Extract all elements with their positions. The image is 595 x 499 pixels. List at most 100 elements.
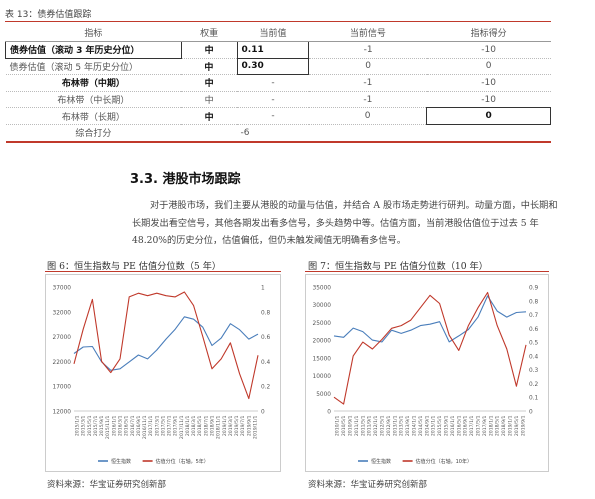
x-tick-label: 2015/5/1	[437, 415, 443, 436]
table-row: 债券估值（滚动 5 年历史分位） 中 0.30 0 0	[5, 57, 551, 76]
x-tick-label: 2014/9/1	[424, 415, 430, 436]
x-tick-label: 2016/5/1	[124, 415, 130, 436]
x-tick-label: 2012/9/1	[386, 415, 392, 436]
y-tick-label: 30000	[313, 303, 332, 309]
y2-tick-label: 0.4	[529, 354, 539, 360]
figure-7-chart: 0 5000 10000 15000 20000 25000 30000 35000 0 0.1 0…	[313, 286, 539, 466]
x-tick-label: 2016/1/1	[450, 415, 456, 436]
row-weight: 中	[181, 58, 238, 76]
row-value: -	[237, 91, 309, 109]
row-weight: 中	[181, 107, 238, 125]
y-tick-label: 10000	[313, 374, 332, 380]
y-tick-label: 25000	[313, 321, 332, 327]
x-tick-label: 2015/5/1	[87, 415, 93, 436]
x-tick-label: 2018/5/1	[197, 415, 203, 436]
total-label: 综合打分	[5, 124, 182, 143]
row-signal: 0	[308, 58, 427, 76]
table-total-row: 综合打分 -6	[5, 124, 551, 143]
figure-6-title: 图 6：恒生指数与 PE 估值分位数（5 年）	[47, 261, 222, 272]
table-row: 布林带（长期） 中 - 0 0	[5, 107, 551, 125]
x-tick-label: 2016/7/1	[130, 415, 136, 436]
table-title-rule	[5, 21, 551, 22]
y2-tick-label: 0.7	[529, 313, 539, 319]
row-name: 布林带（中长期）	[5, 91, 182, 109]
x-tick-label: 2017/3/1	[154, 415, 160, 436]
x-tick-label: 2019/1/1	[222, 415, 228, 436]
x-tick-label: 2014/1/1	[412, 415, 418, 436]
x-tick-label: 2012/1/1	[373, 415, 379, 436]
y2-tick-label: 0.8	[529, 299, 539, 305]
x-tick-label: 2015/1/1	[431, 415, 437, 436]
x-tick-label: 2012/5/1	[380, 415, 386, 436]
row-weight: 中	[181, 74, 238, 92]
y-tick-label: 37000	[53, 286, 72, 292]
x-tick-label: 2011/5/1	[360, 415, 366, 436]
figure-6-rule	[45, 271, 281, 272]
y-tick-label: 27000	[53, 335, 72, 341]
x-tick-label: 2018/1/1	[185, 415, 191, 436]
x-tick-label: 2010/1/1	[335, 415, 341, 436]
y-tick-label: 17000	[53, 385, 72, 391]
x-tick-label: 2016/9/1	[136, 415, 142, 436]
row-signal: -1	[308, 41, 427, 59]
x-tick-label: 2018/11/1	[216, 415, 222, 439]
x-tick-label: 2019/9/1	[520, 415, 526, 436]
row-value: 0.11	[236, 41, 310, 59]
x-tick-label: 2017/7/1	[167, 415, 173, 436]
row-score: -10	[426, 74, 551, 92]
row-name: 布林带（中期）	[5, 74, 182, 92]
figure-7-source: 资料来源：华宝证券研究创新部	[308, 480, 428, 490]
x-tick-label: 2014/5/1	[418, 415, 424, 436]
y2-tick-label: 0.8	[261, 310, 271, 316]
y2-tick-label: 0.6	[529, 327, 539, 333]
y-tick-label: 32000	[53, 310, 72, 316]
section-number: 3.3.	[130, 172, 158, 187]
header-score: 指标得分	[426, 24, 551, 42]
row-score: 0	[426, 58, 551, 76]
row-score: 0	[426, 107, 551, 125]
table-header-row: 指标 权重 当前值 当前信号 指标得分	[5, 24, 551, 42]
total-value: -6	[181, 124, 309, 143]
x-tick-label: 2019/3/1	[228, 415, 234, 436]
y-tick-label: 15000	[313, 356, 332, 362]
x-tick-label: 2015/9/1	[99, 415, 105, 436]
row-weight: 中	[181, 91, 238, 109]
table-row: 债券估值（滚动 3 年历史分位） 中 0.11 -1 -10	[5, 41, 551, 59]
row-signal: 0	[308, 107, 427, 125]
y-tick-label: 35000	[313, 286, 332, 292]
x-tick-label: 2015/9/1	[444, 415, 450, 436]
header-current-signal: 当前信号	[308, 24, 427, 42]
legend-label: 估值分位（右轴，10年）	[416, 458, 472, 465]
x-tick-label: 2018/9/1	[210, 415, 216, 436]
valuation-series-line	[73, 291, 259, 400]
x-tick-label: 2018/5/1	[495, 415, 501, 436]
row-value: -	[237, 74, 309, 92]
y2-tick-label: 0	[261, 410, 265, 416]
y-tick-label: 22000	[53, 360, 72, 366]
x-tick-label: 2017/9/1	[482, 415, 488, 436]
section-heading: 3.3. 港股市场跟踪	[130, 168, 241, 187]
x-tick-label: 2011/1/1	[354, 415, 360, 436]
x-tick-label: 2016/11/1	[142, 415, 148, 439]
row-signal: -1	[308, 91, 427, 109]
x-tick-label: 2017/1/1	[469, 415, 475, 436]
x-tick-label: 2019/11/1	[252, 415, 258, 439]
y2-tick-label: 0.9	[529, 286, 539, 292]
x-tick-label: 2017/9/1	[173, 415, 179, 436]
header-weight: 权重	[181, 24, 238, 42]
x-tick-label: 2013/5/1	[399, 415, 405, 436]
valuation-series-line	[333, 291, 527, 405]
y-tick-label: 5000	[316, 392, 331, 398]
row-name: 债券估值（滚动 5 年历史分位）	[5, 58, 182, 76]
y2-tick-label: 0	[529, 410, 533, 416]
y2-tick-label: 0.4	[261, 360, 271, 366]
row-score: -10	[426, 41, 551, 59]
row-value: -	[237, 107, 309, 125]
x-tick-label: 2018/3/1	[191, 415, 197, 436]
y2-tick-label: 0.6	[261, 335, 271, 341]
row-score: -10	[426, 91, 551, 109]
legend-label: 恒生指数	[111, 458, 131, 465]
legend-label: 恒生指数	[371, 458, 391, 465]
x-tick-label: 2019/1/1	[508, 415, 514, 436]
x-tick-label: 2010/9/1	[348, 415, 354, 436]
